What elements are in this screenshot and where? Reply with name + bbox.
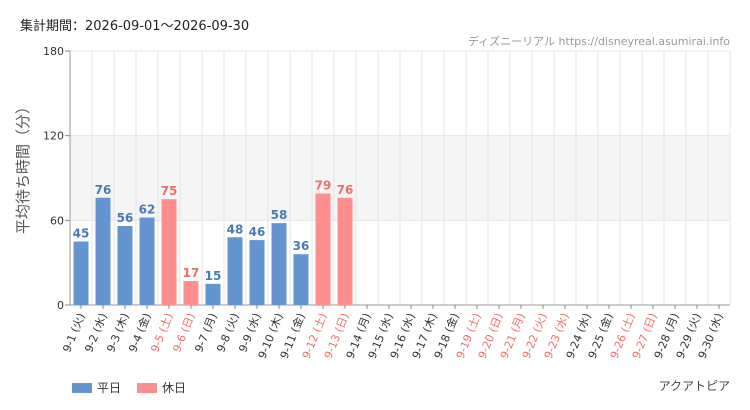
y-tick-label-3: 180 (43, 45, 64, 58)
bar-11 (293, 254, 309, 305)
period-label: 集計期間：2026-09-01〜2026-09-30 (20, 19, 250, 34)
legend-item-weekday[interactable]: 平日 (72, 379, 121, 396)
bar-4 (139, 217, 155, 305)
bar-13 (337, 197, 353, 305)
bar-7 (205, 283, 221, 305)
data-label-4: 62 (139, 203, 156, 217)
y-tick-label-0: 0 (57, 299, 64, 312)
legend-label-weekday: 平日 (97, 381, 122, 395)
y-tick-label-2: 120 (43, 130, 64, 143)
data-label-10: 58 (271, 208, 288, 222)
legend-swatch-holiday (137, 382, 158, 393)
data-label-9: 46 (249, 225, 266, 239)
attraction-name: アクアトピア (658, 379, 730, 393)
data-label-11: 36 (293, 239, 310, 253)
data-label-6: 17 (183, 266, 200, 280)
data-label-1: 45 (73, 227, 90, 241)
bar-10 (271, 223, 287, 305)
data-label-7: 15 (205, 269, 222, 283)
data-label-3: 56 (117, 211, 134, 225)
source-link[interactable]: ディズニーリアル https://disneyreal.asumirai.inf… (467, 35, 730, 48)
bar-3 (117, 225, 133, 305)
bar-5 (161, 199, 177, 305)
data-label-2: 76 (95, 183, 112, 197)
data-label-13: 76 (337, 183, 354, 197)
bar-2 (95, 197, 111, 305)
bar-1 (73, 241, 89, 305)
bar-6 (183, 281, 199, 305)
bar-8 (227, 237, 243, 305)
data-label-8: 48 (227, 222, 244, 236)
data-label-12: 79 (315, 179, 332, 193)
bar-9 (249, 240, 265, 305)
legend-label-holiday: 休日 (162, 381, 187, 395)
legend: 平日 休日 (72, 379, 186, 396)
legend-swatch-weekday (72, 382, 92, 393)
data-label-5: 75 (161, 184, 178, 198)
legend-item-holiday[interactable]: 休日 (137, 379, 186, 396)
bar-12 (315, 193, 331, 305)
y-tick-label-1: 60 (50, 214, 64, 227)
